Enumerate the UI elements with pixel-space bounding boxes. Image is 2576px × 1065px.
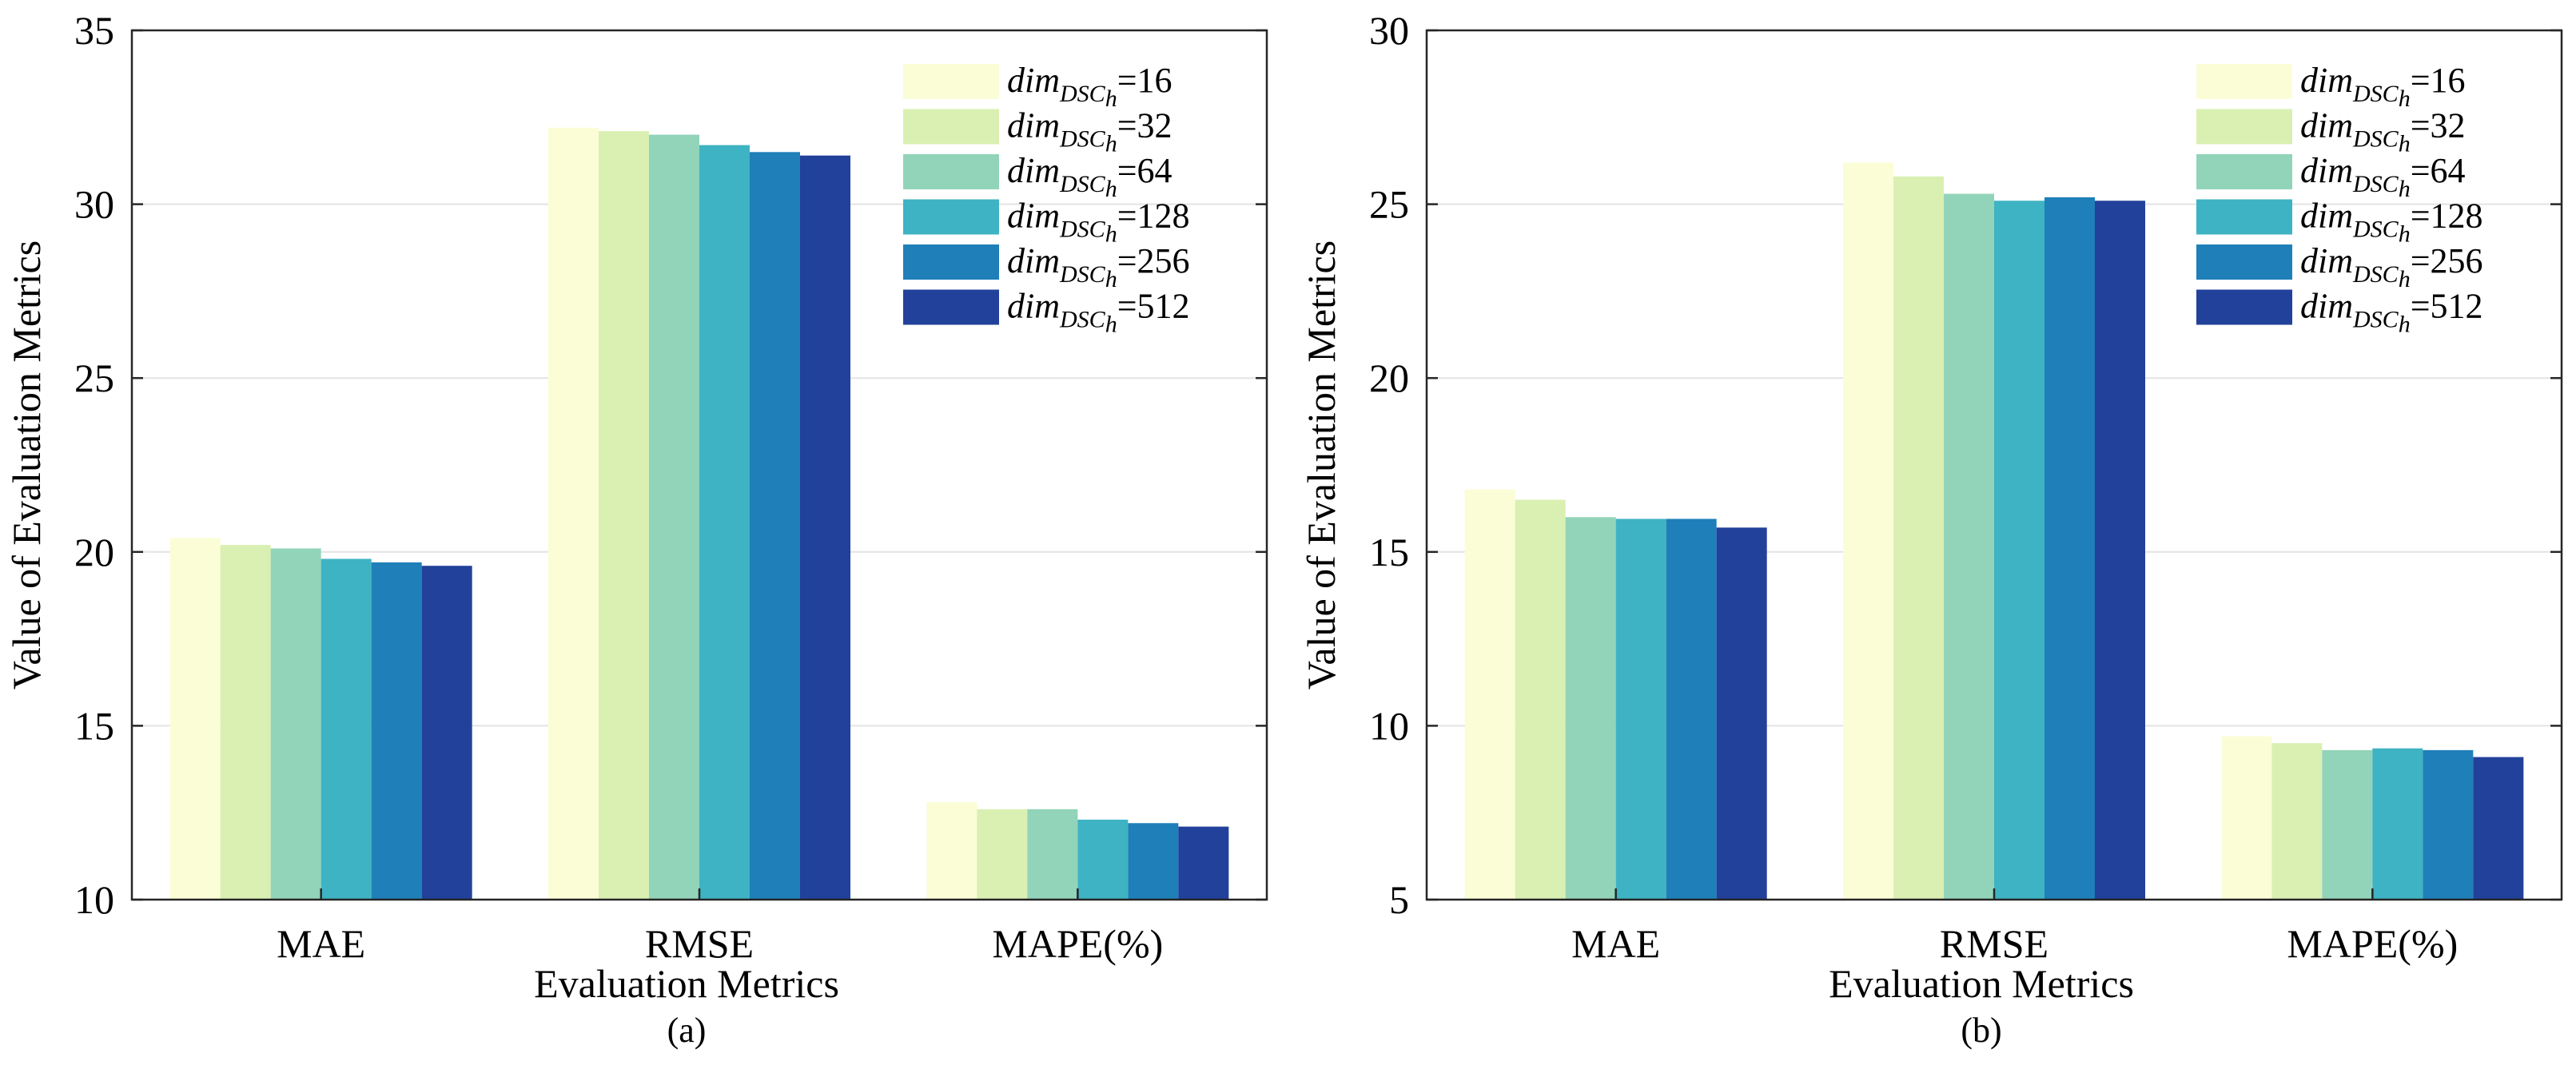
bar-rmse-series-6 — [2095, 201, 2145, 900]
bar-rmse-series-5 — [2044, 197, 2095, 900]
bar-mape-series-3 — [1027, 809, 1078, 900]
bars — [1464, 162, 2524, 900]
y-tick-label: 35 — [74, 8, 114, 53]
bar-mape-series-1 — [926, 802, 977, 900]
bar-mae-series-5 — [371, 562, 422, 900]
y-tick-label: 25 — [74, 356, 114, 400]
x-tick-label: RMSE — [645, 921, 754, 966]
bar-mape-series-4 — [1077, 819, 1129, 900]
bar-mae-series-5 — [1666, 519, 1717, 900]
x-tick-label: MAPE(%) — [992, 921, 1163, 966]
legend-label: dimDSCh=256 — [1007, 241, 1190, 292]
legend-swatch — [2196, 154, 2292, 189]
legend-label: dimDSCh=64 — [1007, 151, 1173, 202]
legend-swatch — [2196, 109, 2292, 145]
legend-swatch — [2196, 289, 2292, 325]
legend-swatch — [903, 109, 999, 145]
y-tick-label: 15 — [1369, 530, 1409, 574]
y-tick-label: 25 — [1369, 182, 1409, 227]
legend-label: dimDSCh=128 — [2300, 197, 2483, 248]
panel-label: (b) — [1961, 1011, 2001, 1050]
legend-swatch — [903, 64, 999, 99]
legend-label: dimDSCh=512 — [1007, 287, 1190, 338]
y-tick-label: 20 — [1369, 356, 1409, 400]
y-tick-label: 20 — [74, 530, 114, 574]
legend-swatch — [2196, 199, 2292, 235]
bar-rmse-series-2 — [1893, 176, 1944, 900]
legend-label: dimDSCh=16 — [2300, 61, 2466, 112]
legend-label: dimDSCh=32 — [1007, 106, 1173, 157]
y-tick-label: 30 — [74, 182, 114, 227]
bar-mae-series-4 — [1615, 519, 1666, 900]
x-axis-title: Evaluation Metrics — [1829, 961, 2134, 1006]
bar-mae-series-1 — [1464, 489, 1515, 900]
bar-mae-series-3 — [270, 548, 321, 900]
bar-mape-series-6 — [1178, 826, 1229, 900]
bar-mape-series-5 — [2423, 749, 2474, 900]
legend-swatch — [2196, 244, 2292, 280]
x-tick-label: MAE — [1571, 921, 1660, 966]
bar-mape-series-2 — [2271, 743, 2323, 900]
legend-label: dimDSCh=32 — [2300, 106, 2466, 157]
y-axis-title: Value of Evaluation Metrics — [4, 240, 49, 689]
bar-mae-series-4 — [321, 558, 372, 900]
bar-mae-series-2 — [1515, 499, 1566, 900]
x-tick-label: MAE — [277, 921, 365, 966]
bar-mae-series-2 — [220, 545, 271, 900]
legend-swatch — [903, 154, 999, 189]
bar-mape-series-5 — [1128, 823, 1179, 900]
legend-swatch — [903, 289, 999, 325]
bar-mape-series-4 — [2372, 748, 2423, 900]
bar-rmse-series-3 — [1944, 193, 1994, 900]
bar-mae-series-6 — [1716, 527, 1767, 900]
legend-swatch — [903, 199, 999, 235]
legend-swatch — [903, 244, 999, 280]
y-axis-title: Value of Evaluation Metrics — [1299, 240, 1344, 689]
x-tick-label: MAPE(%) — [2287, 921, 2458, 966]
legend: dimDSCh=16dimDSCh=32dimDSCh=64dimDSCh=12… — [903, 61, 1190, 338]
bar-mae-series-1 — [169, 538, 221, 900]
bar-rmse-series-1 — [548, 127, 599, 900]
y-tick-label: 30 — [1369, 8, 1409, 53]
bar-rmse-series-2 — [599, 131, 649, 900]
legend-label: dimDSCh=64 — [2300, 151, 2466, 202]
legend-swatch — [2196, 64, 2292, 99]
panel-label: (a) — [667, 1011, 707, 1050]
y-tick-label: 10 — [1369, 703, 1409, 748]
bar-rmse-series-6 — [800, 155, 850, 900]
bar-rmse-series-5 — [750, 152, 800, 900]
bar-rmse-series-1 — [1843, 162, 1893, 900]
bar-rmse-series-3 — [649, 134, 699, 900]
legend-label: dimDSCh=128 — [1007, 197, 1190, 248]
chart-panel-a: MAE RMSE MAPE(%) 10 15 20 25 30 35 Evaluation Met… — [4, 8, 1268, 1050]
chart-panel-b: MAE RMSE MAPE(%) 5 10 15 20 25 30 Evaluation Metr… — [1299, 8, 2563, 1050]
x-tick-label: RMSE — [1940, 921, 2048, 966]
bar-mape-series-6 — [2473, 757, 2524, 900]
y-tick-label: 15 — [74, 703, 114, 748]
bar-rmse-series-4 — [1994, 201, 2044, 900]
bar-rmse-series-4 — [699, 145, 750, 900]
bars — [169, 127, 1229, 900]
y-tick-label: 5 — [1389, 877, 1409, 922]
legend-label: dimDSCh=16 — [1007, 61, 1173, 112]
x-axis-title: Evaluation Metrics — [534, 961, 839, 1006]
legend: dimDSCh=16dimDSCh=32dimDSCh=64dimDSCh=12… — [2196, 61, 2483, 338]
bar-mape-series-1 — [2221, 736, 2272, 900]
bar-mape-series-2 — [977, 809, 1028, 900]
bar-mae-series-3 — [1565, 517, 1616, 900]
bar-mape-series-3 — [2322, 749, 2373, 900]
legend-label: dimDSCh=256 — [2300, 241, 2483, 292]
legend-label: dimDSCh=512 — [2300, 287, 2483, 338]
y-tick-label: 10 — [74, 877, 114, 922]
bar-mae-series-6 — [421, 566, 472, 900]
